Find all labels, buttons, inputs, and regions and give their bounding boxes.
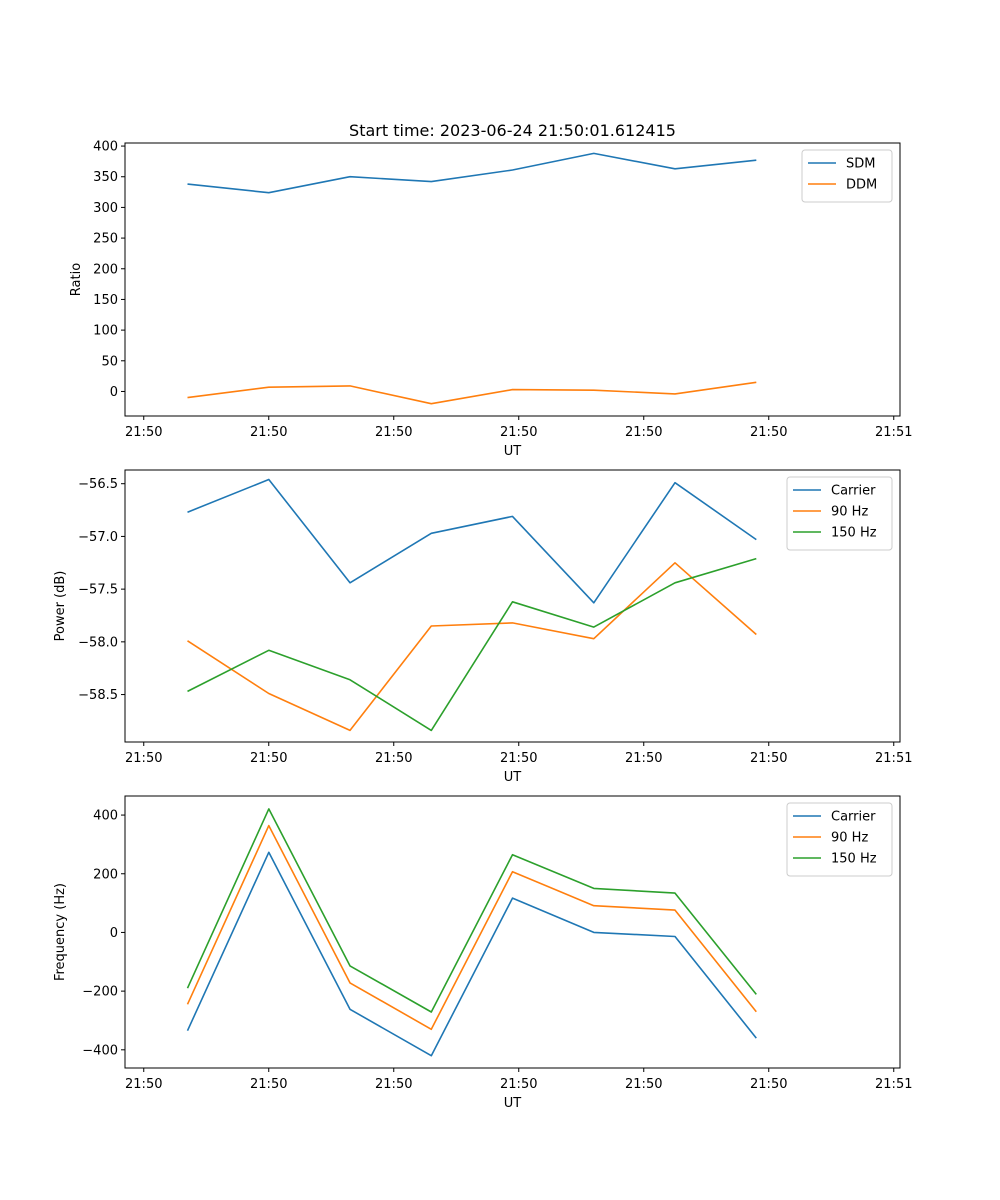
ratio-panel: 0 50 100 150 200 250 300 350 400 21:50 21:50 21:50 2… xyxy=(69,140,912,459)
legend-entry: 90 Hz xyxy=(831,505,868,520)
series-line-sdm xyxy=(187,152,757,194)
x-tick-label: 21:50 xyxy=(250,1077,287,1092)
x-tick-label: 21:50 xyxy=(625,751,662,766)
axes-frame xyxy=(124,142,901,417)
y-tick-label: 0 xyxy=(110,926,118,941)
series-line-90-hz xyxy=(187,561,757,732)
y-tick-label: 400 xyxy=(93,809,118,824)
y-axis-label: Frequency (Hz) xyxy=(53,883,68,981)
y-axis-label: Power (dB) xyxy=(53,571,68,642)
legend-entry: 90 Hz xyxy=(831,831,868,846)
y-tick-label: −200 xyxy=(82,985,118,1000)
y-tick-label: −58.0 xyxy=(78,635,118,650)
x-tick-label: 21:50 xyxy=(625,425,662,440)
y-tick-label: −400 xyxy=(82,1043,118,1058)
x-tick-label: 21:50 xyxy=(500,1077,537,1092)
x-tick-label: 21:51 xyxy=(875,751,912,766)
x-tick-label: 21:50 xyxy=(750,751,787,766)
series-line-150-hz xyxy=(187,557,757,732)
x-tick-label: 21:50 xyxy=(375,425,412,440)
axes-frame xyxy=(124,469,901,743)
legend-entry: SDM xyxy=(846,157,875,172)
y-tick-label: −57.5 xyxy=(78,583,118,598)
y-tick-label: −57.0 xyxy=(78,530,118,545)
series-line-ddm xyxy=(187,381,757,405)
x-tick-label: 21:50 xyxy=(125,751,162,766)
x-axis-label: UT xyxy=(504,1096,522,1111)
legend: SDM DDM xyxy=(801,149,893,203)
figure-title: Start time: 2023-06-24 21:50:01.612415 xyxy=(349,121,676,140)
legend-entry: 150 Hz xyxy=(831,852,877,867)
series-line-150-hz xyxy=(186,808,757,1013)
y-tick-label: 200 xyxy=(93,867,118,882)
x-tick-label: 21:50 xyxy=(500,425,537,440)
y-tick-label: 0 xyxy=(110,385,118,400)
legend: Carrier 90 Hz 150 Hz xyxy=(786,802,893,877)
legend-entry: 150 Hz xyxy=(831,526,877,541)
x-tick-label: 21:50 xyxy=(125,425,162,440)
legend-entry: Carrier xyxy=(831,810,876,825)
x-tick-label: 21:50 xyxy=(750,425,787,440)
y-tick-label: 50 xyxy=(101,354,118,369)
x-tick-label: 21:50 xyxy=(625,1077,662,1092)
y-tick-label: 150 xyxy=(93,293,118,308)
legend-entry: Carrier xyxy=(831,484,876,499)
y-tick-label: −58.5 xyxy=(78,688,118,703)
y-tick-label: 350 xyxy=(93,170,118,185)
legend-entry: DDM xyxy=(846,178,877,193)
x-tick-label: 21:50 xyxy=(250,425,287,440)
x-tick-label: 21:51 xyxy=(875,425,912,440)
x-tick-label: 21:50 xyxy=(750,1077,787,1092)
frequency-panel: −400 −200 0 200 400 21:50 21:50 21:50 21:50 21:50… xyxy=(53,795,912,1111)
y-tick-label: 400 xyxy=(93,140,118,155)
x-tick-label: 21:50 xyxy=(125,1077,162,1092)
y-tick-label: 100 xyxy=(93,324,118,339)
x-axis-label: UT xyxy=(504,770,522,785)
series-line-carrier xyxy=(186,851,757,1057)
y-axis-label: Ratio xyxy=(69,263,84,296)
x-tick-label: 21:50 xyxy=(500,751,537,766)
y-tick-label: −56.5 xyxy=(78,477,118,492)
series-line-carrier xyxy=(187,478,757,604)
y-tick-label: 300 xyxy=(93,201,118,216)
x-axis-label: UT xyxy=(504,444,522,459)
axes-frame xyxy=(124,795,901,1069)
legend: Carrier 90 Hz 150 Hz xyxy=(786,476,893,551)
x-tick-label: 21:50 xyxy=(375,751,412,766)
y-tick-label: 250 xyxy=(93,232,118,247)
y-tick-label: 200 xyxy=(93,262,118,277)
series-line-90-hz xyxy=(186,824,757,1031)
x-tick-label: 21:50 xyxy=(375,1077,412,1092)
x-tick-label: 21:50 xyxy=(250,751,287,766)
power-panel: −58.5 −58.0 −57.5 −57.0 −56.5 21:50 21:50 21:50… xyxy=(53,469,912,785)
x-tick-label: 21:51 xyxy=(875,1077,912,1092)
